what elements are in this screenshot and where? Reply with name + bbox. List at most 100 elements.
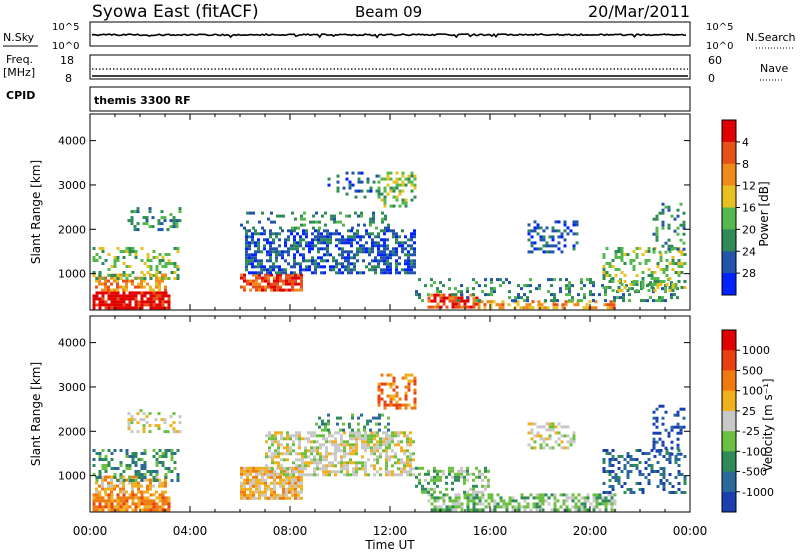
data-cell [249, 484, 252, 488]
data-cell [632, 250, 636, 253]
data-cell [282, 282, 285, 286]
data-cell [283, 458, 286, 462]
data-cell [107, 496, 111, 500]
data-cell [466, 299, 470, 303]
data-cell [653, 277, 657, 280]
data-cell [339, 211, 342, 215]
data-cell [655, 229, 659, 233]
data-cell [410, 198, 414, 202]
data-cell [125, 505, 129, 509]
data-cell [451, 475, 454, 479]
data-cell [143, 277, 147, 280]
data-cell [400, 446, 403, 450]
data-cell [128, 303, 132, 307]
data-cell [164, 476, 168, 479]
data-cell [134, 452, 138, 455]
data-cell [580, 508, 584, 512]
data-cell [674, 262, 678, 265]
data-cell [398, 271, 401, 275]
data-cell [606, 306, 610, 310]
data-cell [635, 467, 639, 470]
data-cell [595, 496, 599, 500]
data-cell [412, 467, 415, 471]
data-cell [130, 222, 134, 226]
data-cell [269, 232, 272, 236]
data-cell [140, 306, 144, 310]
data-cell [143, 449, 147, 452]
data-cell [499, 284, 502, 288]
data-cell [611, 458, 615, 461]
data-cell [457, 302, 461, 306]
data-cell [339, 220, 342, 224]
data-cell [125, 297, 129, 301]
data-cell [155, 306, 159, 310]
data-cell [661, 422, 665, 426]
data-cell [166, 228, 170, 232]
data-cell [392, 235, 395, 239]
data-cell [589, 293, 592, 297]
data-cell [665, 458, 669, 461]
data-cell [614, 274, 618, 277]
data-cell [523, 508, 527, 512]
data-cell [155, 279, 158, 283]
data-cell [292, 473, 295, 477]
data-cell [264, 285, 267, 289]
data-cell [264, 276, 267, 280]
data-cell [361, 464, 364, 468]
data-cell [460, 508, 464, 512]
data-cell [319, 434, 322, 438]
data-cell [457, 505, 461, 509]
data-cell [677, 259, 681, 262]
data-cell [661, 443, 665, 447]
data-cell [557, 247, 561, 251]
data-cell [98, 306, 102, 310]
data-cell [656, 461, 660, 464]
data-cell [167, 505, 171, 509]
data-cell [545, 250, 549, 254]
data-cell [622, 299, 625, 303]
data-cell [316, 449, 319, 453]
data-cell [583, 496, 587, 500]
data-cell [157, 219, 161, 223]
data-cell [550, 299, 553, 303]
data-cell [386, 229, 389, 233]
data-cell [386, 174, 390, 178]
data-cell [158, 300, 162, 304]
data-cell [677, 488, 681, 491]
data-cell [373, 473, 376, 477]
data-cell [611, 280, 615, 283]
data-cell [395, 253, 398, 257]
data-cell [323, 247, 326, 251]
data-cell [404, 235, 407, 239]
data-cell [385, 434, 388, 438]
data-cell [563, 223, 567, 227]
data-cell [427, 469, 430, 473]
data-cell [553, 499, 557, 503]
data-cell [647, 479, 651, 482]
data-cell [364, 464, 367, 468]
data-cell [575, 232, 579, 236]
data-cell [346, 443, 349, 447]
data-cell [354, 195, 358, 199]
data-cell [540, 306, 544, 310]
data-cell [294, 217, 297, 221]
data-cell [527, 422, 531, 426]
data-cell [614, 250, 618, 253]
data-cell [662, 485, 666, 488]
data-cell [130, 430, 134, 434]
data-cell [569, 229, 573, 233]
data-cell [490, 508, 494, 512]
data-cell [331, 464, 334, 468]
data-cell [289, 449, 292, 453]
data-cell [279, 478, 282, 482]
data-cell [143, 467, 147, 470]
data-cell [466, 502, 470, 506]
data-cell [107, 481, 110, 485]
data-cell [667, 226, 671, 230]
data-cell [398, 397, 402, 401]
data-cell [282, 484, 285, 488]
data-cell [240, 285, 243, 289]
data-cell [104, 279, 107, 283]
data-cell [652, 410, 656, 414]
data-cell [562, 499, 566, 503]
